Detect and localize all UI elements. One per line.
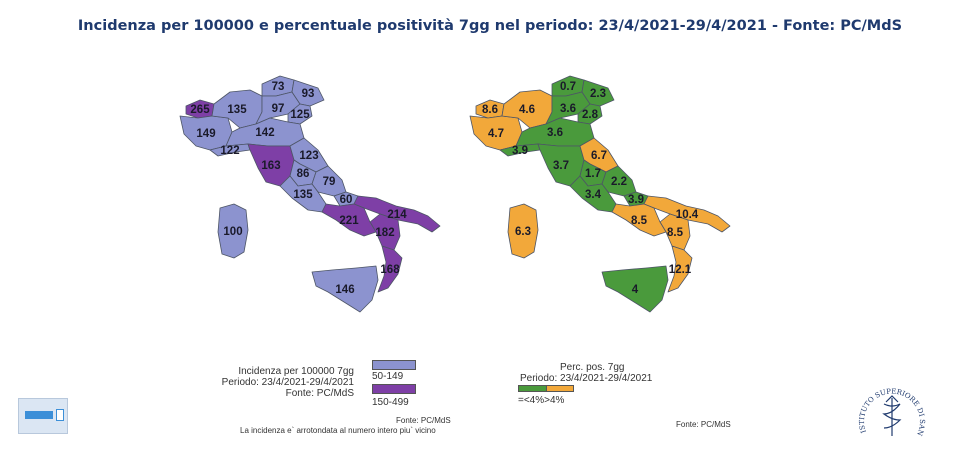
incidence-rounding-note: La incidenza e` arrotondata al numero in…: [240, 426, 436, 435]
incidence-legend-period: Periodo: 23/4/2021-29/4/2021: [221, 377, 354, 388]
region-value-label: 168: [380, 264, 400, 276]
map-region-sardegna: [217, 203, 249, 259]
region-value-label: 10.4: [676, 209, 699, 221]
region-value-label: 2.2: [611, 176, 627, 188]
region-value-label: 182: [375, 227, 394, 239]
region-value-label: 8.5: [631, 215, 648, 227]
region-value-label: 3.9: [512, 145, 528, 157]
positivity-source-note: Fonte: PC/MdS: [676, 420, 731, 429]
region-value-label: 0.7: [560, 81, 576, 93]
region-value-label: 86: [297, 168, 310, 180]
iss-seal-logo: ISTITUTO SUPERIORE DI SANITA: [856, 380, 926, 437]
incidence-legend-title: Incidenza per 100000 7gg: [238, 366, 354, 377]
legend-label-high: 150-499: [372, 397, 409, 408]
region-value-label: 3.7: [553, 160, 569, 172]
region-value-label: 79: [323, 176, 336, 188]
region-value-label: 73: [272, 81, 285, 93]
region-value-label: 6.7: [591, 150, 607, 162]
positivity-legend-range: =<4%>4%: [518, 395, 565, 406]
region-value-label: 97: [272, 103, 285, 115]
region-value-label: 93: [302, 88, 315, 100]
positivity-legend-period: Periodo: 23/4/2021-29/4/2021: [520, 373, 653, 384]
region-value-label: 8.5: [667, 227, 684, 239]
region-value-label: 123: [299, 150, 318, 162]
region-value-label: 3.6: [560, 103, 576, 115]
legend-swatch-high: [372, 384, 416, 394]
region-value-label: 2.8: [582, 109, 599, 121]
region-value-label: 3.6: [547, 127, 563, 139]
region-value-label: 135: [293, 189, 313, 201]
region-value-label: 4.6: [519, 104, 535, 116]
incidence-legend-source: Fonte: PC/MdS: [285, 388, 354, 399]
region-value-label: 214: [387, 209, 407, 221]
region-value-label: 125: [290, 109, 310, 121]
map-region-sicilia: [601, 265, 669, 313]
region-value-label: 8.6: [482, 104, 498, 116]
map-region-lazio: [569, 175, 617, 213]
map-region-sicilia: [311, 265, 379, 313]
incidence-legend: Incidenza per 100000 7gg Periodo: 23/4/2…: [206, 366, 354, 399]
legend-label-low: 50-149: [372, 371, 404, 382]
map-region-lazio: [279, 175, 327, 213]
region-value-label: 135: [227, 104, 247, 116]
iss-logo-text: ISTITUTO SUPERIORE DI SANITA: [856, 380, 926, 437]
region-value-label: 142: [255, 127, 274, 139]
svg-text:ISTITUTO SUPERIORE DI SANITA: ISTITUTO SUPERIORE DI SANITA: [856, 380, 926, 437]
region-value-label: 122: [220, 145, 239, 157]
positivity-legend-title: Perc. pos. 7gg: [560, 362, 625, 373]
region-value-label: 146: [335, 284, 354, 296]
region-value-label: 4: [632, 284, 639, 296]
legend-swatch-low: [372, 360, 416, 370]
positivity-legend: Perc. pos. 7gg Periodo: 23/4/2021-29/4/2…: [520, 362, 652, 384]
broadcast-logo: [18, 398, 68, 434]
region-value-label: 2.3: [590, 88, 606, 100]
map-region-campania: [321, 203, 377, 237]
region-value-label: 3.9: [628, 194, 644, 206]
region-value-label: 3.4: [585, 189, 602, 201]
region-value-label: 12.1: [669, 264, 692, 276]
region-value-label: 265: [190, 104, 210, 116]
region-value-label: 149: [196, 128, 215, 140]
page-title: Incidenza per 100000 e percentuale posit…: [77, 18, 903, 34]
region-value-label: 1.7: [585, 168, 601, 180]
region-value-label: 163: [261, 160, 280, 172]
legend-swatch-positivity-low: [518, 385, 548, 392]
region-value-label: 60: [340, 194, 353, 206]
legend-swatch-positivity-high: [546, 385, 574, 392]
region-value-label: 6.3: [515, 226, 531, 238]
map-region-calabria: [377, 245, 403, 293]
map-region-calabria: [667, 245, 693, 293]
region-value-label: 221: [339, 215, 359, 227]
map-region-campania: [611, 203, 667, 237]
map-region-sardegna: [507, 203, 539, 259]
region-value-label: 100: [223, 226, 242, 238]
incidence-source-note: Fonte: PC/MdS: [396, 416, 451, 425]
region-value-label: 4.7: [488, 128, 504, 140]
